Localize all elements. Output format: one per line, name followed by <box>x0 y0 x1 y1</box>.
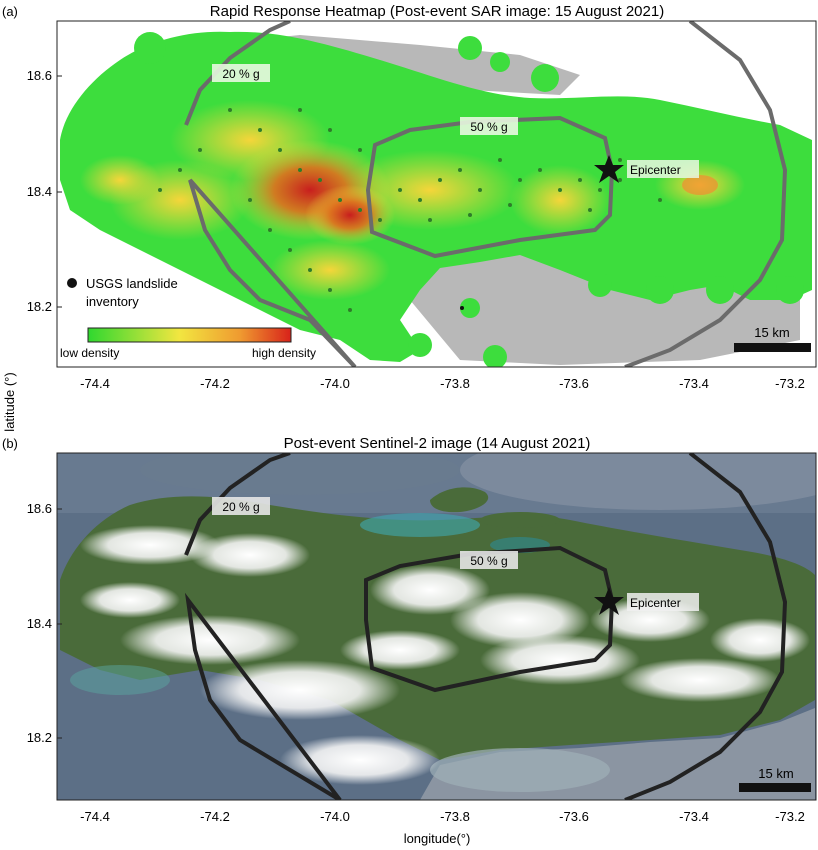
svg-text:18.4: 18.4 <box>27 616 52 631</box>
svg-text:50 % g: 50 % g <box>470 554 507 568</box>
svg-text:18.6: 18.6 <box>27 68 52 83</box>
svg-text:18.4: 18.4 <box>27 184 52 199</box>
svg-text:-73.2: -73.2 <box>775 376 805 391</box>
panel-b-title: Post-event Sentinel-2 image (14 August 2… <box>284 435 591 452</box>
scalebar-a: 15 km <box>734 325 811 352</box>
svg-text:-73.2: -73.2 <box>775 809 805 824</box>
panel-a: (a) Rapid Response Heatmap (Post-event S… <box>2 3 817 391</box>
svg-text:50 % g: 50 % g <box>470 120 507 134</box>
svg-text:18.6: 18.6 <box>27 501 52 516</box>
svg-text:-74.2: -74.2 <box>200 376 230 391</box>
legend-inventory: USGS landslide inventory <box>67 276 178 309</box>
svg-text:20 % g: 20 % g <box>222 67 259 81</box>
colorbar-low-label: low density <box>60 346 119 360</box>
contour-20pct-a <box>184 21 788 367</box>
svg-text:-73.8: -73.8 <box>440 376 470 391</box>
yticks-a: 18.6 18.4 18.2 <box>27 68 62 314</box>
svg-text:-73.4: -73.4 <box>679 376 709 391</box>
svg-text:-73.6: -73.6 <box>559 376 589 391</box>
yticks-b: 18.6 18.4 18.2 <box>27 501 62 745</box>
svg-text:-73.8: -73.8 <box>440 809 470 824</box>
svg-text:20 % g: 20 % g <box>222 500 259 514</box>
contour-label-20-a: 20 % g <box>212 64 270 82</box>
satellite-image <box>57 453 816 800</box>
panel-a-title: Rapid Response Heatmap (Post-event SAR i… <box>210 3 664 20</box>
colorbar-high-label: high density <box>252 346 316 360</box>
legend-line2: inventory <box>86 294 139 309</box>
epicenter-label-a: Epicenter <box>630 163 681 177</box>
heatmap-area <box>57 21 816 367</box>
svg-text:-73.6: -73.6 <box>559 809 589 824</box>
x-axis-label: longitude(°) <box>404 831 471 846</box>
xticks-b: -74.4 -74.2 -74.0 -73.8 -73.6 -73.4 -73.… <box>80 809 805 824</box>
contour-label-50-a: 50 % g <box>460 117 518 135</box>
svg-text:-74.2: -74.2 <box>200 809 230 824</box>
legend-line1: USGS landslide <box>86 276 178 291</box>
svg-text:15 km: 15 km <box>754 325 789 340</box>
contour-label-50-b: 50 % g <box>460 551 518 569</box>
epicenter-marker-a: Epicenter <box>594 155 699 183</box>
epicenter-label-b: Epicenter <box>630 596 681 610</box>
colorbar: low density high density <box>60 327 316 360</box>
panel-a-tag: (a) <box>2 4 18 19</box>
xticks-a: -74.4 -74.2 -74.0 -73.8 -73.6 -73.4 -73.… <box>80 376 805 391</box>
svg-text:-74.0: -74.0 <box>320 376 350 391</box>
scalebar-b: 15 km <box>739 766 811 792</box>
contour-label-20-b: 20 % g <box>212 497 270 515</box>
svg-text:-74.4: -74.4 <box>80 376 110 391</box>
svg-text:18.2: 18.2 <box>27 299 52 314</box>
contour-20pct-b <box>184 453 788 800</box>
svg-text:-74.0: -74.0 <box>320 809 350 824</box>
svg-text:15 km: 15 km <box>758 766 793 781</box>
panel-b-tag: (b) <box>2 436 18 451</box>
svg-text:-73.4: -73.4 <box>679 809 709 824</box>
svg-text:-74.4: -74.4 <box>80 809 110 824</box>
panel-b: (b) Post-event Sentinel-2 image (14 Augu… <box>2 435 817 846</box>
epicenter-marker-b: Epicenter <box>594 587 699 615</box>
legend-dot-icon <box>67 278 77 288</box>
y-axis-label: latitude (°) <box>2 372 17 431</box>
svg-text:18.2: 18.2 <box>27 730 52 745</box>
